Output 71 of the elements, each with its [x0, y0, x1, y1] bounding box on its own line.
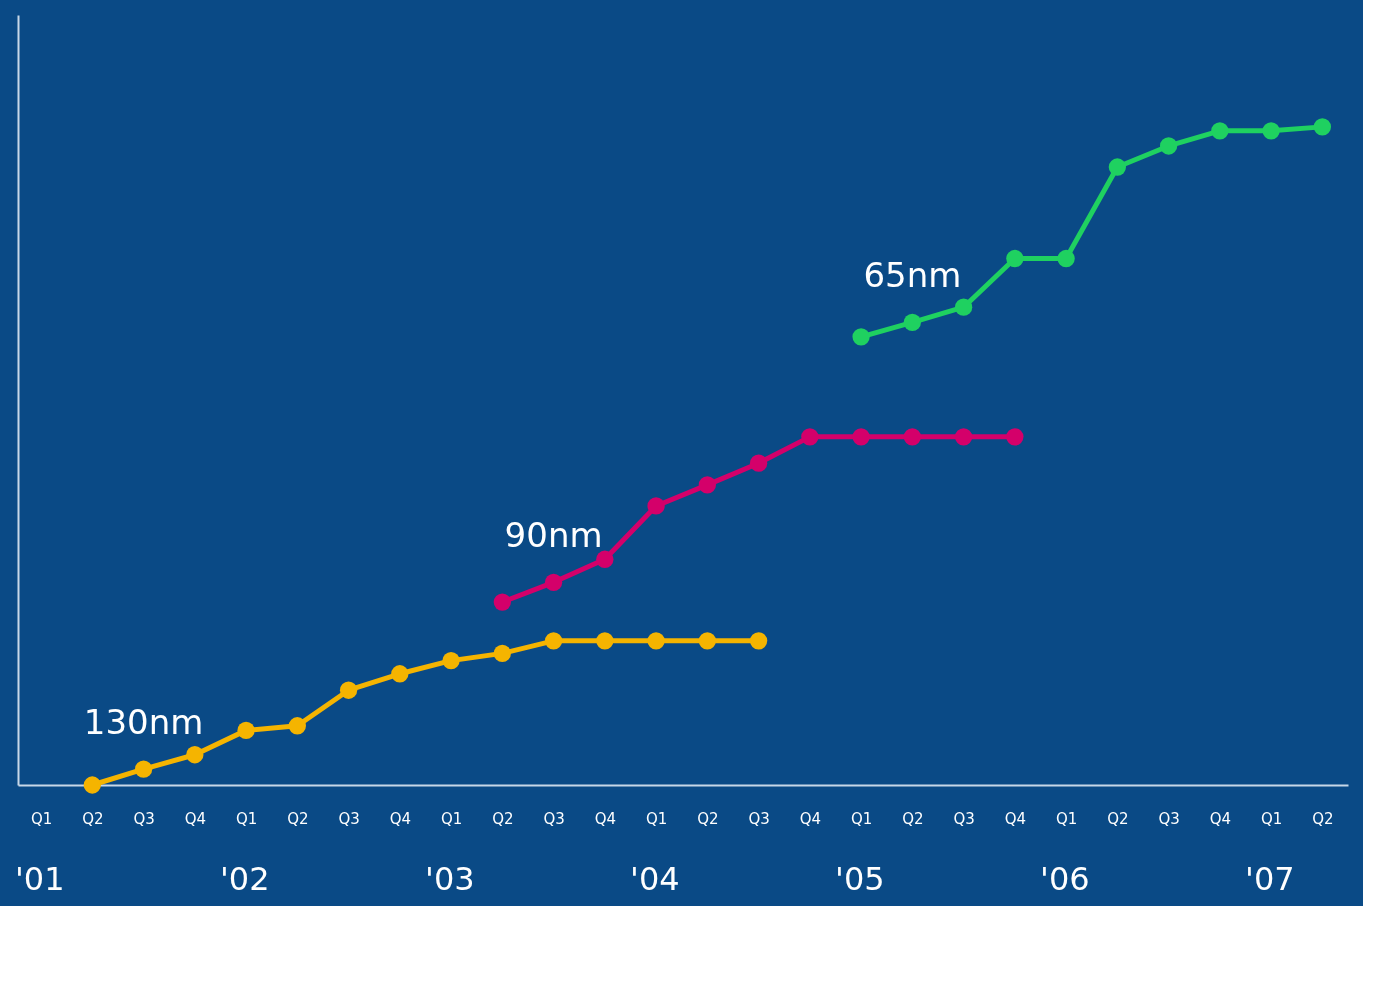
point: [83, 776, 101, 794]
x-tick-label: Q1: [30, 809, 53, 828]
point: [903, 428, 922, 446]
point: [339, 681, 358, 699]
x-tick-label: Q3: [133, 809, 155, 828]
series-label: 130nm: [83, 702, 204, 743]
text: '06: [1040, 860, 1090, 898]
point: [596, 550, 614, 568]
point: [698, 476, 716, 494]
point: [1006, 249, 1024, 268]
x-tick-label: Q2: [697, 809, 719, 828]
point: [1159, 137, 1178, 155]
x-tick-label: Q2: [287, 809, 309, 828]
point: [186, 746, 204, 764]
point: [749, 454, 768, 472]
point: [288, 717, 306, 735]
text: '03: [425, 860, 475, 898]
point: [1313, 118, 1332, 136]
x-tick-label: Q4: [184, 809, 206, 828]
text: '01: [15, 860, 65, 898]
x-tick-label: Q4: [1209, 809, 1232, 828]
x-tick-label: Q3: [953, 809, 975, 828]
point: [954, 428, 973, 446]
x-tick-label: Q4: [594, 809, 617, 828]
x-tick-label: Q3: [1158, 809, 1180, 828]
point: [493, 644, 511, 663]
x-tick-label: Q4: [799, 809, 822, 828]
text: '05: [835, 860, 885, 898]
text: '07: [1245, 860, 1295, 898]
x-tick-label: Q1: [235, 809, 258, 828]
point: [954, 298, 973, 316]
point: [1211, 122, 1229, 140]
point: [647, 497, 665, 515]
point: [852, 428, 870, 446]
point: [237, 721, 255, 740]
point: [1108, 158, 1127, 176]
x-tick-label: Q4: [1004, 809, 1027, 828]
text: '04: [630, 860, 680, 898]
series-label: 90nm: [504, 515, 603, 556]
point: [1262, 122, 1280, 140]
point: [596, 632, 614, 650]
x-tick-label: Q3: [748, 809, 770, 828]
point: [544, 573, 563, 591]
x-tick-label: Q2: [1312, 809, 1334, 828]
x-tick-label: Q3: [338, 809, 360, 828]
point: [134, 760, 153, 778]
x-tick-label: Q1: [1055, 809, 1078, 828]
point: [647, 632, 665, 650]
point: [544, 632, 563, 650]
point: [493, 593, 511, 611]
point: [852, 328, 870, 346]
x-tick-label: Q2: [492, 809, 514, 828]
point: [1057, 249, 1075, 268]
x-tick-label: Q1: [440, 809, 463, 828]
x-tick-label: Q3: [543, 809, 565, 828]
x-tick-label: Q1: [645, 809, 668, 828]
text: '02: [220, 860, 270, 898]
x-tick-label: Q2: [82, 809, 104, 828]
series-label: 65nm: [863, 255, 962, 296]
point: [801, 428, 819, 446]
x-tick-label: Q2: [1107, 809, 1129, 828]
point: [442, 651, 460, 670]
point: [903, 313, 922, 331]
point: [391, 665, 409, 683]
point: [698, 632, 716, 650]
x-tick-label: Q1: [1260, 809, 1283, 828]
x-tick-label: Q4: [389, 809, 412, 828]
point: [1006, 428, 1024, 446]
x-tick-label: Q1: [850, 809, 873, 828]
x-tick-label: Q2: [902, 809, 924, 828]
point: [749, 632, 768, 650]
